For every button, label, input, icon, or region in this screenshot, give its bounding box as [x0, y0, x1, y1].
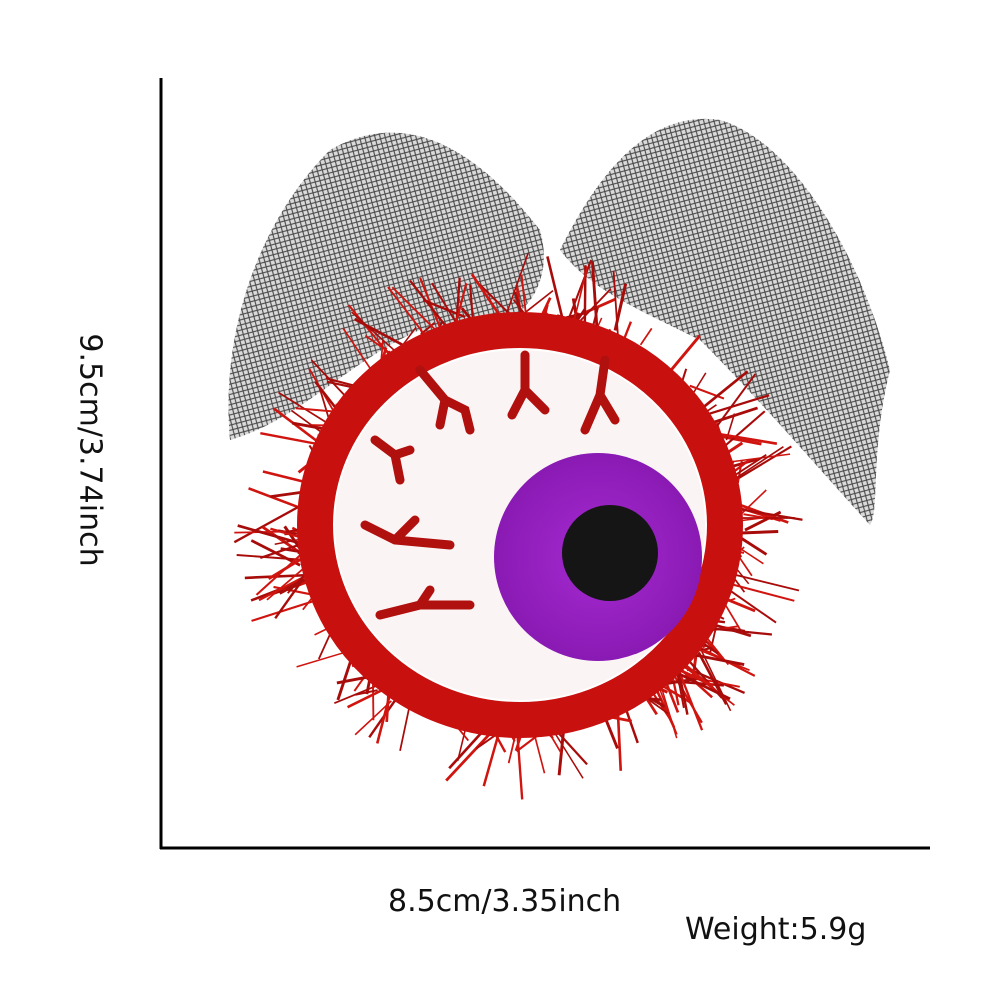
tinsel-strand	[274, 577, 305, 620]
tinsel-strand	[532, 731, 546, 774]
tinsel-strand	[353, 317, 407, 348]
weight-label: Weight:5.9g	[685, 912, 867, 947]
tinsel-strand	[524, 289, 554, 313]
tinsel-strand	[733, 445, 792, 482]
veins	[360, 350, 620, 620]
tinsel-strand	[274, 538, 302, 545]
tinsel-strand	[676, 666, 704, 731]
tinsel-strand	[469, 284, 474, 319]
tinsel-strand	[296, 652, 344, 668]
width-label: 8.5cm/3.35inch	[388, 884, 622, 919]
tinsel-strand	[387, 286, 429, 339]
tinsel-strand	[233, 506, 299, 544]
tinsel-strand	[639, 327, 653, 346]
red-ring	[297, 312, 743, 738]
tinsel-strand	[677, 671, 731, 701]
tinsel-strand	[591, 261, 599, 338]
tinsel-strand	[677, 667, 714, 687]
pupil	[562, 505, 658, 601]
tinsel-strand	[515, 727, 524, 800]
tinsel-strand	[711, 431, 778, 445]
tinsel-strand	[445, 730, 494, 782]
tinsel-strand	[676, 675, 685, 709]
tinsel-strand	[646, 697, 669, 715]
tinsel-strand	[670, 334, 701, 371]
tinsel-strand	[409, 279, 449, 329]
tinsel-strand	[604, 718, 619, 749]
tinsel-strand	[698, 370, 749, 412]
height-label: 9.5cm/3.74inch	[72, 333, 108, 567]
tinsel-strand	[234, 530, 308, 534]
tinsel-strand	[624, 707, 639, 744]
tinsel-strand	[612, 270, 620, 345]
tinsel-strand	[255, 550, 306, 596]
tinsel-strand	[723, 410, 766, 448]
tinsel-strand	[262, 470, 307, 484]
tinsel-strand	[736, 534, 768, 556]
mesh-bow	[228, 118, 890, 525]
tinsel-strand	[737, 554, 753, 577]
